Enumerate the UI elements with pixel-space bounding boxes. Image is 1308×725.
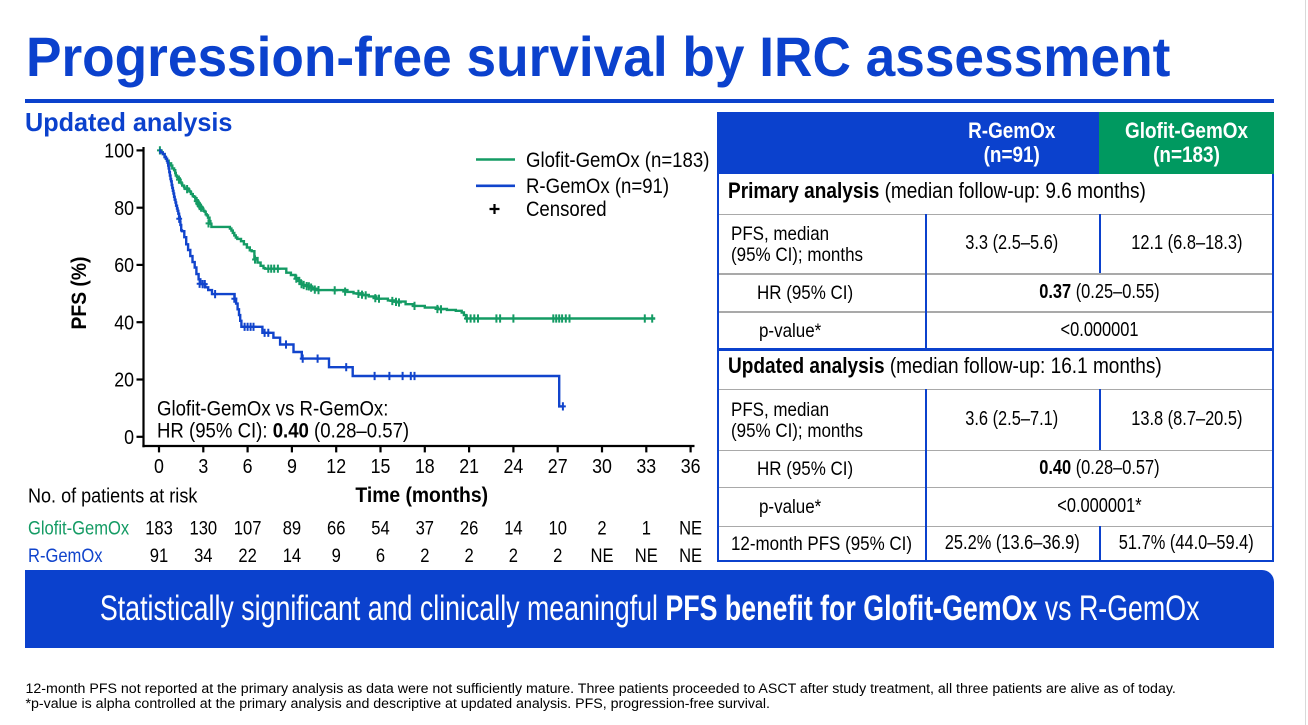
svg-text:9: 9	[332, 545, 341, 567]
svg-text:2: 2	[597, 517, 606, 539]
svg-text:0: 0	[124, 427, 134, 449]
svg-text:3: 3	[198, 456, 208, 478]
svg-text:NE: NE	[679, 517, 702, 539]
svg-text:40: 40	[114, 312, 134, 334]
svg-text:26: 26	[460, 517, 478, 539]
svg-text:10: 10	[548, 517, 566, 539]
svg-text:Time (months): Time (months)	[355, 484, 488, 507]
svg-text:Glofit-GemOx: Glofit-GemOx	[28, 517, 129, 539]
svg-text:NE: NE	[635, 545, 658, 567]
svg-text:80: 80	[114, 198, 134, 220]
svg-text:9: 9	[287, 456, 297, 478]
svg-text:Censored: Censored	[526, 198, 607, 222]
svg-text:NE: NE	[590, 545, 613, 567]
svg-text:107: 107	[234, 517, 262, 539]
svg-text:33: 33	[636, 456, 656, 478]
svg-text:54: 54	[371, 517, 389, 539]
svg-text:18: 18	[415, 456, 435, 478]
svg-text:183: 183	[145, 517, 173, 539]
svg-text:No. of patients at risk: No. of patients at risk	[28, 486, 198, 508]
svg-text:34: 34	[194, 545, 212, 567]
svg-text:22: 22	[238, 545, 256, 567]
svg-text:36: 36	[681, 456, 701, 478]
svg-text:R-GemOx (n=91): R-GemOx (n=91)	[526, 175, 669, 199]
svg-text:15: 15	[371, 456, 391, 478]
svg-text:20: 20	[114, 370, 134, 392]
svg-text:100: 100	[104, 141, 134, 163]
svg-text:2: 2	[553, 545, 562, 567]
svg-text:60: 60	[114, 255, 134, 277]
svg-text:Glofit-GemOx (n=183): Glofit-GemOx (n=183)	[526, 149, 709, 173]
svg-text:Glofit-GemOx vs R-GemOx:: Glofit-GemOx vs R-GemOx:	[157, 398, 388, 422]
svg-text:12: 12	[326, 456, 346, 478]
svg-text:66: 66	[327, 517, 345, 539]
svg-text:24: 24	[503, 456, 523, 478]
svg-text:2: 2	[464, 545, 473, 567]
svg-text:2: 2	[420, 545, 429, 567]
svg-text:27: 27	[548, 456, 568, 478]
svg-text:0: 0	[154, 456, 164, 478]
svg-text:HR (95% CI): 0.40 (0.28–0.57): HR (95% CI): 0.40 (0.28–0.57)	[157, 419, 409, 443]
svg-text:NE: NE	[679, 545, 702, 567]
svg-text:6: 6	[243, 456, 253, 478]
svg-text:30: 30	[592, 456, 612, 478]
svg-text:14: 14	[504, 517, 522, 539]
svg-text:PFS (%): PFS (%)	[68, 257, 91, 330]
svg-text:91: 91	[150, 545, 168, 567]
svg-text:14: 14	[283, 545, 301, 567]
svg-text:R-GemOx: R-GemOx	[28, 545, 103, 567]
svg-text:2: 2	[509, 545, 518, 567]
svg-text:6: 6	[376, 545, 385, 567]
svg-text:21: 21	[459, 456, 479, 478]
svg-text:89: 89	[283, 517, 301, 539]
svg-text:130: 130	[189, 517, 217, 539]
svg-text:1: 1	[642, 517, 651, 539]
svg-text:37: 37	[416, 517, 434, 539]
